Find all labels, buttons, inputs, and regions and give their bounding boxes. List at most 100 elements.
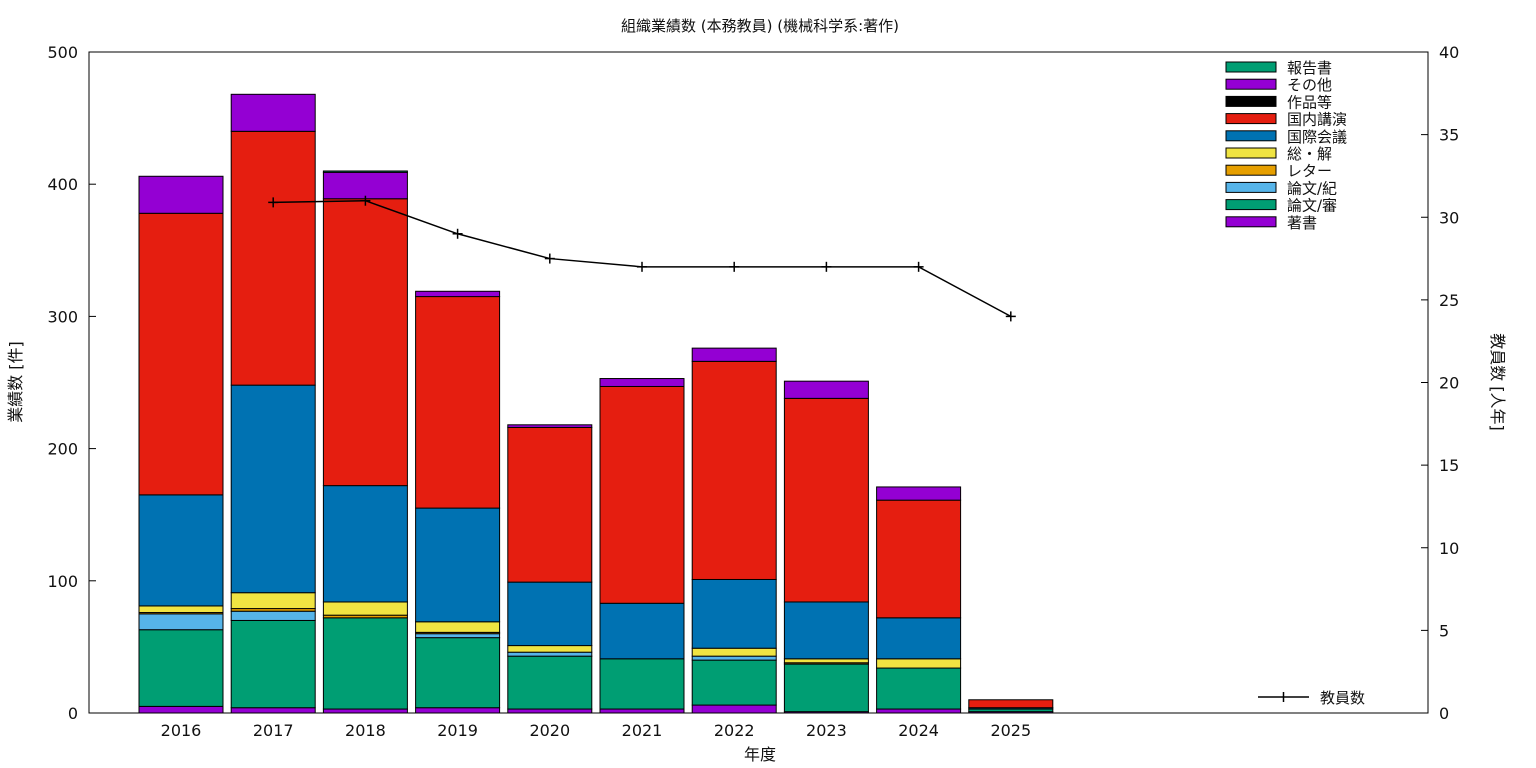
y2-tick-label: 15 bbox=[1439, 456, 1459, 475]
bar-segment bbox=[230, 707, 316, 714]
bar-segment bbox=[691, 578, 777, 649]
bar-segment bbox=[691, 347, 777, 362]
y-tick-label: 100 bbox=[47, 572, 78, 591]
bar-segment bbox=[783, 663, 869, 713]
bar-segment bbox=[783, 658, 869, 664]
x-tick-label: 2021 bbox=[622, 721, 663, 740]
bar-segment bbox=[599, 385, 685, 604]
x-tick-label: 2016 bbox=[161, 721, 202, 740]
bar-segment bbox=[876, 658, 962, 669]
legend-swatch bbox=[1225, 147, 1277, 159]
bar-segment bbox=[507, 424, 593, 428]
x-tick-label: 2022 bbox=[714, 721, 755, 740]
legend-swatch bbox=[1225, 216, 1277, 228]
bar-segment bbox=[599, 378, 685, 387]
y2-tick-label: 20 bbox=[1439, 374, 1459, 393]
bar-segment bbox=[876, 617, 962, 660]
line-point bbox=[1005, 311, 1016, 322]
x-axis-label: 年度 bbox=[744, 745, 776, 764]
line-point bbox=[913, 261, 924, 272]
bar-segment bbox=[322, 617, 408, 710]
y-axis-label: 業績数 [件] bbox=[6, 341, 25, 423]
legend-label: レター bbox=[1287, 162, 1332, 180]
bar-segment bbox=[322, 171, 408, 200]
bar-segment bbox=[415, 707, 501, 714]
line-layer bbox=[268, 195, 1016, 322]
line-point bbox=[544, 253, 555, 264]
bar-segment bbox=[415, 633, 501, 639]
bar-segment bbox=[138, 705, 224, 714]
bar-segment bbox=[322, 170, 408, 173]
bar-segment bbox=[507, 581, 593, 647]
bar-segment bbox=[230, 384, 316, 594]
y2-tick-label: 25 bbox=[1439, 291, 1459, 310]
x-tick-label: 2025 bbox=[990, 721, 1031, 740]
bar-segment bbox=[876, 486, 962, 501]
bar-segment bbox=[876, 499, 962, 619]
legend-label: 論文/紀 bbox=[1287, 179, 1337, 197]
x-tick-label: 2019 bbox=[437, 721, 478, 740]
legend-swatch bbox=[1225, 95, 1277, 107]
bar-segment bbox=[691, 360, 777, 580]
bar-segment bbox=[968, 699, 1054, 709]
bar-segment bbox=[876, 667, 962, 710]
bar-segment bbox=[599, 708, 685, 714]
legend-label: 国際会議 bbox=[1287, 128, 1347, 146]
bar-segment bbox=[415, 290, 501, 298]
bar-segment bbox=[507, 708, 593, 714]
x-tick-label: 2024 bbox=[898, 721, 939, 740]
bar-segment bbox=[691, 659, 777, 706]
legend-swatch bbox=[1225, 199, 1277, 211]
bar-segment bbox=[230, 619, 316, 709]
line-point bbox=[637, 261, 647, 272]
bar-segment bbox=[691, 655, 777, 661]
legend-swatch bbox=[1225, 164, 1277, 176]
line-point bbox=[268, 197, 279, 208]
bar-segment bbox=[138, 629, 224, 707]
bar-segment bbox=[322, 485, 408, 603]
legend-line-label: 教員数 bbox=[1320, 689, 1365, 707]
bar-segment bbox=[322, 601, 408, 616]
x-tick-label: 2018 bbox=[345, 721, 386, 740]
legend-label: 報告書 bbox=[1287, 59, 1332, 77]
x-tick-label: 2023 bbox=[806, 721, 847, 740]
bar-segment bbox=[230, 130, 316, 386]
bar-segment bbox=[415, 507, 501, 623]
bar-segment bbox=[322, 708, 408, 714]
bar-segment bbox=[415, 637, 501, 709]
legend-label: 論文/審 bbox=[1287, 197, 1337, 215]
y2-tick-label: 10 bbox=[1439, 539, 1459, 558]
y2-tick-label: 40 bbox=[1439, 43, 1459, 62]
y2-tick-label: 35 bbox=[1439, 126, 1459, 145]
bar-segment bbox=[599, 602, 685, 660]
legend-swatch bbox=[1225, 113, 1277, 125]
bar-segment bbox=[691, 704, 777, 714]
chart-title: 組織業績数 (本務教員) (機械科学系:著作) bbox=[621, 17, 899, 35]
x-tick-label: 2020 bbox=[529, 721, 570, 740]
line-point bbox=[729, 261, 740, 272]
line-point bbox=[452, 228, 463, 239]
bar-segment bbox=[876, 708, 962, 714]
y-tick-label: 0 bbox=[68, 704, 78, 723]
bar-segment bbox=[783, 380, 869, 399]
y2-tick-label: 30 bbox=[1439, 208, 1459, 227]
bar-segment bbox=[691, 647, 777, 657]
legend-label: 著書 bbox=[1287, 214, 1317, 232]
legend-label: 総・解 bbox=[1287, 145, 1332, 163]
bar-segment bbox=[507, 645, 593, 653]
line-point bbox=[821, 261, 832, 272]
legend-label: その他 bbox=[1287, 76, 1332, 94]
line-point bbox=[360, 195, 371, 206]
bar-segment bbox=[138, 613, 224, 631]
bar-segment bbox=[507, 426, 593, 583]
y-tick-label: 500 bbox=[47, 43, 78, 62]
bar-segment bbox=[138, 494, 224, 607]
bar-segment bbox=[322, 198, 408, 487]
bar-segment bbox=[138, 212, 224, 496]
legend-line-swatch bbox=[1258, 692, 1309, 702]
bar-segment bbox=[230, 93, 316, 132]
legend-swatch bbox=[1225, 130, 1277, 142]
